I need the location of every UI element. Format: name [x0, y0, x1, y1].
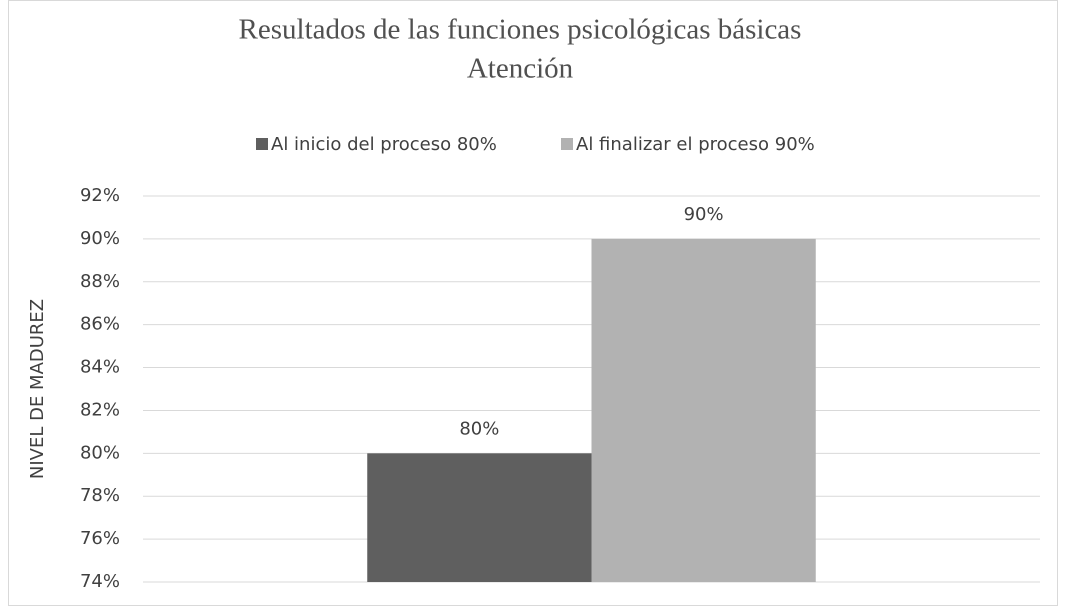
legend-swatch — [561, 138, 573, 150]
data-label: 80% — [459, 418, 499, 439]
legend-swatch — [256, 138, 268, 150]
legend-label: Al inicio del proceso 80% — [271, 134, 497, 155]
y-tick-label: 74% — [80, 571, 120, 592]
bar — [591, 238, 816, 582]
chart-subtitle: Atención — [467, 53, 574, 85]
y-tick-label: 88% — [80, 271, 120, 292]
y-tick-label: 86% — [80, 314, 120, 335]
y-tick-label: 80% — [80, 442, 120, 463]
y-tick-label: 90% — [80, 228, 120, 249]
bar — [367, 453, 592, 582]
legend-label: Al finalizar el proceso 90% — [576, 134, 815, 155]
y-tick-label: 92% — [80, 185, 120, 206]
y-axis-label: NIVEL DE MADUREZ — [27, 299, 48, 479]
y-tick-label: 84% — [80, 357, 120, 378]
y-tick-label: 82% — [80, 399, 120, 420]
chart-title: Resultados de las funciones psicológicas… — [239, 14, 802, 46]
y-tick-label: 78% — [80, 485, 120, 506]
y-tick-label: 76% — [80, 528, 120, 549]
data-label: 90% — [684, 204, 724, 225]
